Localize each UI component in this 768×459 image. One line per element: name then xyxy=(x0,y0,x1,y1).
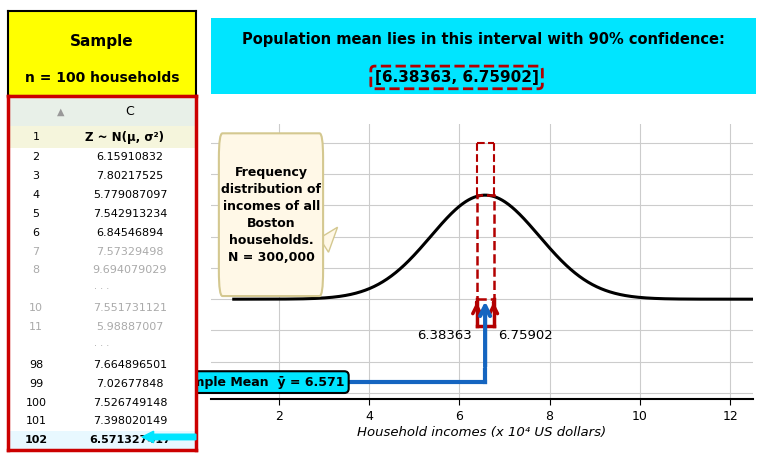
Text: 102: 102 xyxy=(25,436,48,445)
Text: 7.664896501: 7.664896501 xyxy=(93,360,167,370)
Text: n = 100 households: n = 100 households xyxy=(25,71,179,85)
Text: 5.98887007: 5.98887007 xyxy=(96,322,164,332)
Text: · · ·: · · · xyxy=(94,341,109,351)
Text: 7.542913234: 7.542913234 xyxy=(93,209,167,219)
Text: 6.84546894: 6.84546894 xyxy=(96,228,164,238)
Text: 7.551731121: 7.551731121 xyxy=(93,303,167,313)
Text: ▲: ▲ xyxy=(57,106,64,117)
Text: 4: 4 xyxy=(32,190,39,200)
Bar xyxy=(8,431,196,450)
Bar xyxy=(8,126,196,148)
Text: 11: 11 xyxy=(29,322,43,332)
Text: 99: 99 xyxy=(28,379,43,389)
Text: 7.526749148: 7.526749148 xyxy=(93,397,167,408)
Text: 3: 3 xyxy=(32,171,39,181)
Text: 10: 10 xyxy=(29,303,43,313)
Text: 7.398020149: 7.398020149 xyxy=(93,416,167,426)
Bar xyxy=(8,96,196,126)
Text: · · ·: · · · xyxy=(94,284,109,294)
Text: 5.779087097: 5.779087097 xyxy=(93,190,167,200)
Text: Sample Mean  ȳ = 6.571: Sample Mean ȳ = 6.571 xyxy=(174,375,344,389)
Text: 6: 6 xyxy=(32,228,39,238)
Text: 7: 7 xyxy=(32,246,39,257)
Text: 6.15910832: 6.15910832 xyxy=(97,152,164,162)
Polygon shape xyxy=(319,227,337,252)
Text: 7.57329498: 7.57329498 xyxy=(96,246,164,257)
Text: 7.80217525: 7.80217525 xyxy=(96,171,164,181)
Text: 8: 8 xyxy=(32,265,39,275)
X-axis label: Household incomes (x 10⁴ US dollars): Household incomes (x 10⁴ US dollars) xyxy=(357,425,607,438)
Bar xyxy=(477,195,494,299)
Text: 101: 101 xyxy=(25,416,46,426)
Text: 1: 1 xyxy=(32,132,39,142)
Text: C: C xyxy=(126,105,134,118)
Text: 98: 98 xyxy=(28,360,43,370)
FancyBboxPatch shape xyxy=(219,133,323,296)
Text: 9.694079029: 9.694079029 xyxy=(93,265,167,275)
Text: 2: 2 xyxy=(32,152,39,162)
Text: [6.38363, 6.75902]: [6.38363, 6.75902] xyxy=(375,70,538,85)
Text: 6.38363: 6.38363 xyxy=(417,329,472,342)
Text: 6.571327417: 6.571327417 xyxy=(89,436,170,445)
Text: Population mean lies in this interval with 90% confidence:: Population mean lies in this interval wi… xyxy=(243,32,725,47)
Text: 6.75902: 6.75902 xyxy=(498,329,553,342)
Text: Z ~ N(μ, σ²): Z ~ N(μ, σ²) xyxy=(84,130,164,144)
Text: 5: 5 xyxy=(32,209,39,219)
Text: Frequency
distribution of
incomes of all
Boston
households.
N = 300,000: Frequency distribution of incomes of all… xyxy=(221,166,321,263)
Text: Sample: Sample xyxy=(70,34,134,49)
Text: 7.02677848: 7.02677848 xyxy=(96,379,164,389)
Text: 100: 100 xyxy=(25,397,46,408)
